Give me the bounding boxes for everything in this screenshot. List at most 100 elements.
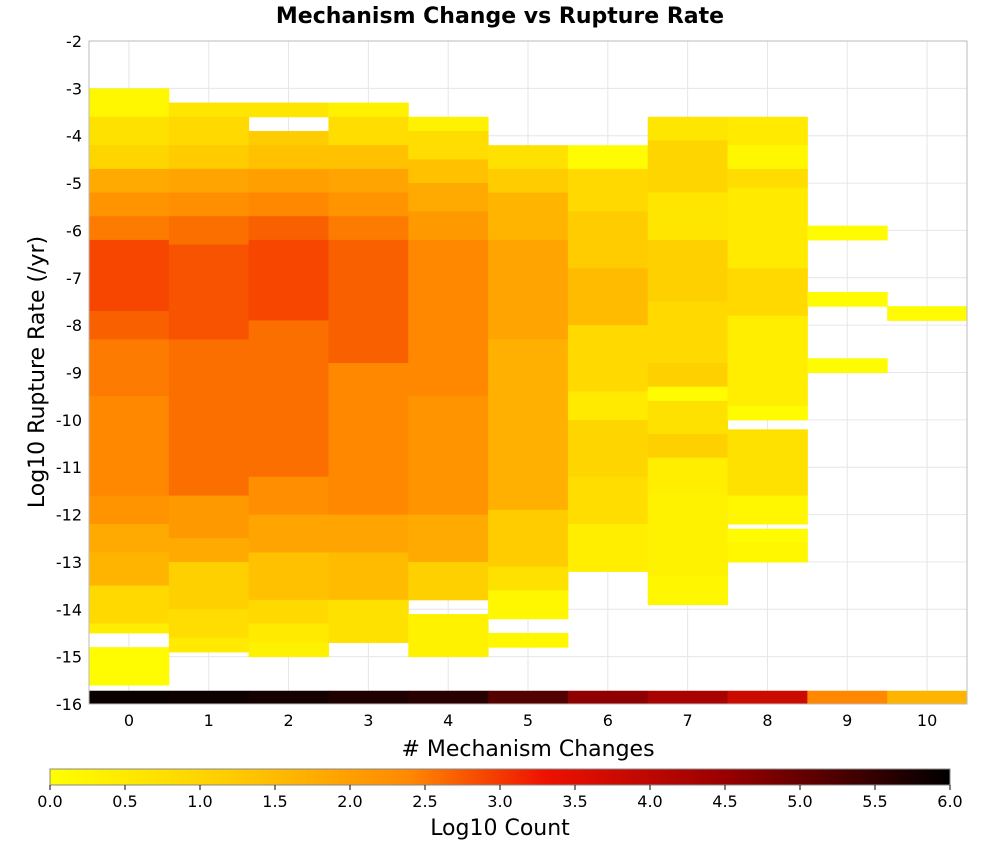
y-tick-label: -12 — [56, 506, 82, 525]
heatmap-cell — [168, 495, 250, 539]
y-tick-label: -15 — [56, 648, 82, 667]
heatmap-cell — [567, 690, 649, 704]
heatmap-cell — [328, 145, 409, 170]
y-tick-label: -14 — [56, 600, 82, 619]
heatmap-cell — [887, 690, 968, 704]
heatmap-cell — [89, 310, 170, 340]
heatmap-cell — [248, 145, 329, 170]
colorbar-tick-label: 4.0 — [637, 792, 662, 811]
x-tick-label: 0 — [124, 711, 134, 730]
heatmap-cell — [168, 145, 250, 170]
colorbar-tick-label: 1.5 — [262, 792, 287, 811]
heatmap-cell — [727, 405, 808, 421]
heatmap-cell — [408, 183, 489, 212]
heatmap-cell — [248, 552, 329, 601]
y-tick-label: -13 — [56, 553, 82, 572]
heatmap-cell — [248, 102, 329, 118]
y-tick-label: -11 — [56, 458, 82, 477]
x-tick-label: 8 — [762, 711, 772, 730]
x-tick-label: 3 — [363, 711, 373, 730]
heatmap-cell — [89, 690, 170, 704]
heatmap-cell — [248, 168, 329, 194]
y-tick-label: -3 — [66, 79, 82, 98]
heatmap-cell — [248, 599, 329, 624]
chart-title: Mechanism Change vs Rupture Rate — [276, 4, 724, 29]
heatmap-cell — [727, 268, 808, 317]
heatmap-cell — [328, 192, 409, 217]
heatmap-cell — [567, 391, 649, 421]
colorbar-tick-label: 0.0 — [37, 792, 62, 811]
x-tick-label: 9 — [842, 711, 852, 730]
heatmap-cell — [168, 116, 250, 146]
x-tick-label: 5 — [523, 711, 533, 730]
heatmap-cell — [328, 690, 409, 704]
heatmap-cell — [328, 102, 409, 118]
colorbar-tick-label: 5.5 — [862, 792, 887, 811]
heatmap-cell — [567, 211, 649, 269]
heatmap-cell — [89, 524, 170, 553]
y-tick-label: -16 — [56, 695, 82, 714]
x-axis-ticks: 0 1 2 3 4 5 6 7 8 9 10 — [124, 711, 937, 730]
heatmap-cell — [727, 145, 808, 170]
y-tick-label: -6 — [66, 221, 82, 240]
heatmap-cell — [488, 566, 569, 591]
heatmap-cell — [488, 632, 569, 648]
colorbar-tick-label: 2.0 — [337, 792, 362, 811]
heatmap-cell — [488, 168, 569, 194]
colorbar-tick-label: 6.0 — [937, 792, 962, 811]
heatmap-cell — [567, 419, 649, 478]
heatmap-cell — [727, 429, 808, 497]
heatmap-cell — [408, 239, 489, 397]
heatmap-cell — [887, 306, 968, 321]
heatmap-cell — [647, 400, 729, 435]
colorbar-tick-label: 2.5 — [412, 792, 437, 811]
colorbar-tick-label: 1.0 — [187, 792, 212, 811]
heatmap-cell — [647, 434, 729, 459]
heatmap-cell — [488, 590, 569, 620]
heatmap-cell — [248, 623, 329, 643]
heatmap-cell — [168, 538, 250, 563]
heatmap-cell — [488, 192, 569, 241]
x-tick-label: 7 — [683, 711, 693, 730]
x-tick-label: 4 — [443, 711, 453, 730]
y-tick-label: -8 — [66, 316, 82, 335]
heatmap-cell — [647, 457, 729, 492]
x-tick-label: 10 — [917, 711, 937, 730]
heatmap-cell — [647, 140, 729, 194]
x-tick-label: 6 — [603, 711, 613, 730]
colorbar-tick-label: 5.0 — [787, 792, 812, 811]
heatmap-cell — [488, 509, 569, 568]
heatmap-cell — [248, 216, 329, 241]
heatmap-cell — [647, 301, 729, 364]
heatmap-cell — [328, 239, 409, 364]
heatmap-cell — [488, 339, 569, 511]
heatmap-cell — [488, 145, 569, 170]
heatmap-cell — [89, 145, 170, 170]
heatmap-cell — [408, 690, 489, 704]
colorbar-ticks: 0.0 0.5 1.0 1.5 2.0 2.5 3.0 3.5 4.0 4.5 5.0 5.5 6.0 — [37, 785, 963, 811]
colorbar-label: Log10 Count — [430, 816, 570, 841]
heatmap-cell — [408, 159, 489, 184]
heatmap-cell — [727, 495, 808, 525]
y-tick-label: -5 — [66, 174, 82, 193]
heatmap-cell — [89, 339, 170, 397]
heatmap-cell — [89, 647, 170, 686]
heatmap-cell — [89, 116, 170, 146]
heatmap-cell — [408, 396, 489, 516]
heatmap-cell — [168, 244, 250, 340]
heatmap-cell — [567, 476, 649, 525]
x-tick-label: 2 — [283, 711, 293, 730]
heatmap-cell — [807, 225, 888, 241]
heatmap-cell — [168, 561, 250, 610]
heatmap-cell — [248, 239, 329, 321]
heatmap-cell — [408, 130, 489, 160]
heatmap-cell — [408, 211, 489, 241]
heatmap-cell — [168, 168, 250, 194]
heatmap-cell — [89, 495, 170, 525]
heatmap-cell — [647, 363, 729, 388]
heatmap-cell — [328, 116, 409, 146]
heatmap-cell — [89, 168, 170, 194]
heatmap-cell — [248, 690, 329, 704]
heatmap-cell — [567, 268, 649, 326]
heatmap-cell — [408, 561, 489, 601]
